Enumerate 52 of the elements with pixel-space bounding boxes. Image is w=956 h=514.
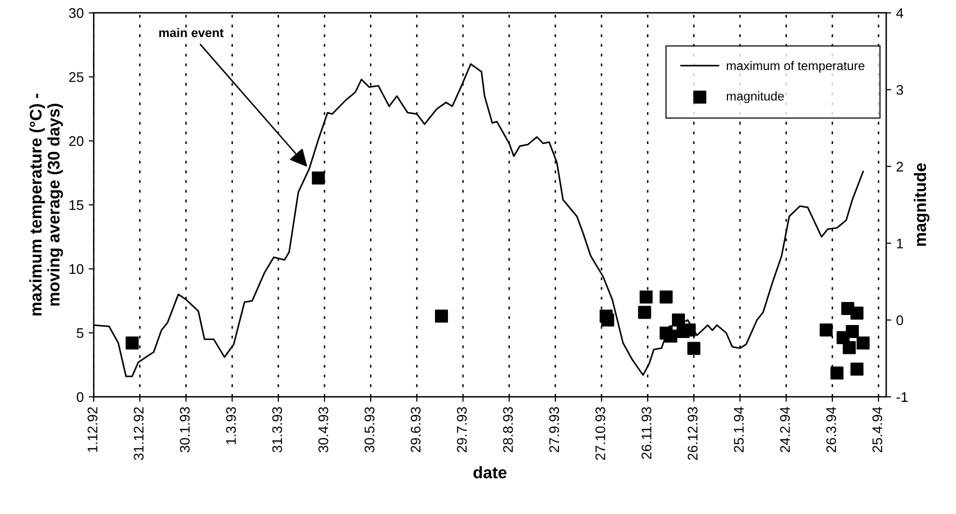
point: [830, 366, 844, 380]
x-tick-label: 31.12.92: [134, 407, 144, 460]
x-tick-label: 1.12.92: [88, 407, 98, 452]
x-tick-label: 25.1.94: [734, 406, 744, 452]
x-tick-label: 25.4.94: [872, 406, 882, 452]
y2-tick-label: 0: [896, 315, 904, 326]
point: [660, 290, 673, 304]
y-tick-label: 30: [69, 8, 84, 18]
x-tick-label: 27.10.93: [595, 407, 606, 460]
x-tick-label: 26.11.93: [642, 407, 652, 459]
x-tick-label: 1.3.93: [226, 407, 236, 444]
y2-tick-label: 2: [896, 162, 903, 172]
legend-label: maximum of temperature: [726, 60, 864, 73]
x-axis-title: date: [474, 466, 507, 478]
point: [856, 336, 870, 350]
x-tick-label: 24.2.94: [780, 406, 790, 452]
y-tick-label: 20: [69, 136, 84, 146]
x-tick-label: 27.9.93: [549, 407, 560, 452]
point: [434, 310, 448, 323]
y2-axis-title: magnitude: [914, 163, 930, 246]
point: [842, 341, 856, 354]
x-tick-label: 31.3.93: [272, 407, 282, 452]
y-tick-label: 0: [76, 392, 84, 402]
y2-tick-label: 4: [896, 8, 904, 18]
x-tick-label: 26.12.93: [688, 407, 698, 460]
point: [850, 306, 864, 320]
y-axis-title: maximum temperature (°C) - moving average (30 days): [29, 94, 63, 316]
y2-tick-label: 1: [896, 238, 903, 248]
point: [640, 290, 653, 304]
annotation: main event: [159, 28, 224, 38]
point: [638, 306, 652, 319]
point: [850, 362, 864, 376]
point: [312, 171, 325, 184]
y-tick-label: 5: [76, 328, 84, 338]
point: [601, 314, 614, 327]
y-tick-label: 15: [70, 200, 84, 210]
x-tick-label: 26.3.94: [826, 406, 836, 452]
y-tick-label: 10: [70, 264, 84, 274]
x-tick-label: 29.7.93: [456, 407, 467, 452]
x-tick-label: 29.6.93: [410, 407, 421, 452]
point: [687, 342, 700, 355]
x-tick-label: 30.4.93: [318, 407, 328, 452]
point: [820, 323, 833, 337]
x-tick-label: 30.5.93: [364, 407, 374, 452]
legend-label: magnitude: [726, 91, 784, 104]
point: [126, 336, 139, 350]
point: [846, 325, 859, 338]
y2-tick-label: -1: [896, 392, 908, 402]
y2-tick-label: 3: [896, 84, 904, 95]
x-tick-label: 28.8.93: [503, 407, 513, 452]
y-tick-label: 25: [69, 72, 84, 82]
x-tick-label: 30.1.93: [180, 407, 190, 452]
